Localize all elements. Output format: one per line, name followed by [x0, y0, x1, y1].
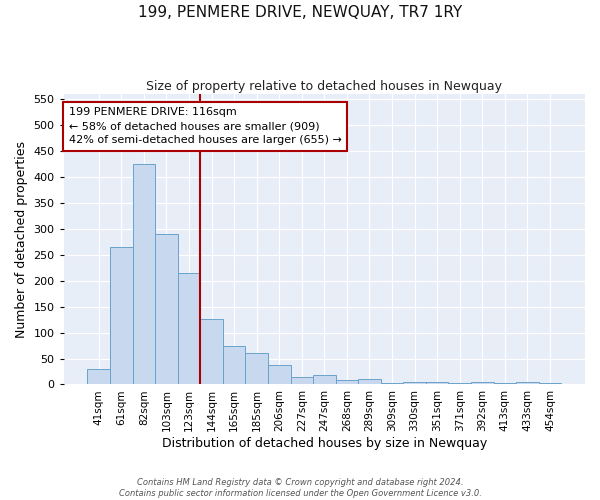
- Bar: [381, 383, 403, 384]
- Bar: [200, 318, 223, 384]
- Bar: [358, 380, 381, 384]
- Bar: [471, 382, 494, 384]
- Bar: [110, 247, 133, 384]
- Text: Contains HM Land Registry data © Crown copyright and database right 2024.
Contai: Contains HM Land Registry data © Crown c…: [119, 478, 481, 498]
- Bar: [223, 346, 245, 385]
- Bar: [494, 383, 516, 384]
- Bar: [88, 369, 110, 384]
- Bar: [426, 382, 448, 384]
- X-axis label: Distribution of detached houses by size in Newquay: Distribution of detached houses by size …: [162, 437, 487, 450]
- Bar: [335, 380, 358, 384]
- Bar: [516, 382, 539, 384]
- Y-axis label: Number of detached properties: Number of detached properties: [15, 141, 28, 338]
- Bar: [290, 376, 313, 384]
- Text: 199 PENMERE DRIVE: 116sqm
← 58% of detached houses are smaller (909)
42% of semi: 199 PENMERE DRIVE: 116sqm ← 58% of detac…: [69, 107, 342, 145]
- Bar: [133, 164, 155, 384]
- Title: Size of property relative to detached houses in Newquay: Size of property relative to detached ho…: [146, 80, 502, 93]
- Bar: [448, 383, 471, 384]
- Bar: [178, 273, 200, 384]
- Bar: [155, 234, 178, 384]
- Text: 199, PENMERE DRIVE, NEWQUAY, TR7 1RY: 199, PENMERE DRIVE, NEWQUAY, TR7 1RY: [138, 5, 462, 20]
- Bar: [313, 375, 335, 384]
- Bar: [268, 365, 290, 384]
- Bar: [245, 354, 268, 384]
- Bar: [539, 383, 562, 384]
- Bar: [403, 382, 426, 384]
